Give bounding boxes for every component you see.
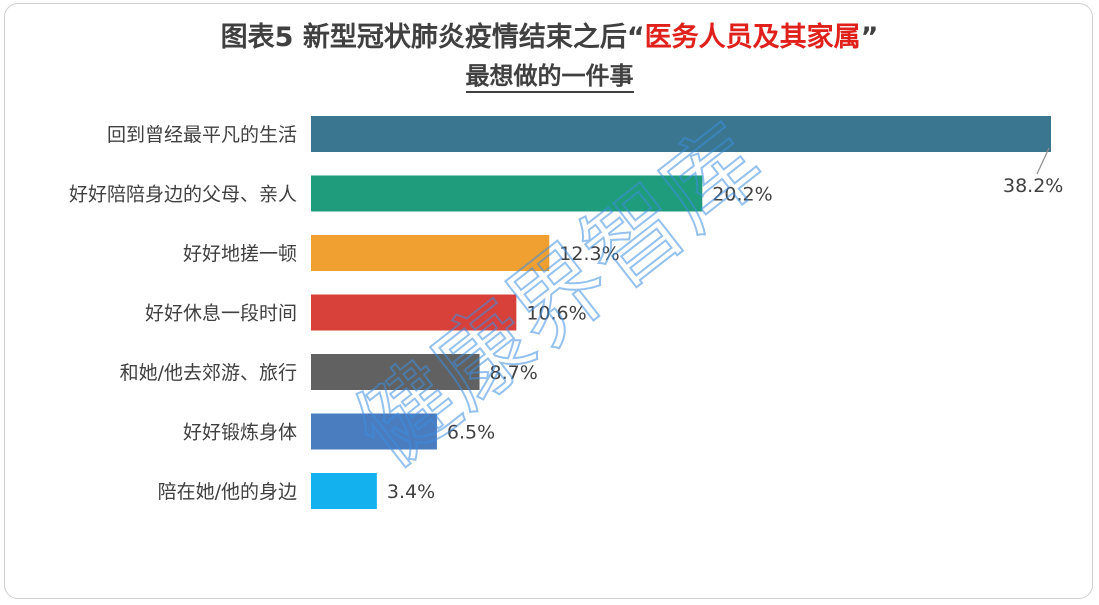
category-label-1: 好好陪陪身边的父母、亲人 — [69, 184, 297, 206]
bars-group — [311, 116, 1051, 509]
category-label-3: 好好休息一段时间 — [145, 303, 297, 325]
bar-6 — [311, 473, 377, 509]
category-labels-group: 回到曾经最平凡的生活好好陪陪身边的父母、亲人好好地搓一顿好好休息一段时间和她/他… — [69, 124, 297, 503]
bar-1 — [311, 175, 703, 212]
chart-title-suffix: ” — [860, 22, 879, 53]
chart-title-highlight: 医务人员及其家属 — [644, 22, 861, 53]
value-label-3: 10.6% — [526, 303, 586, 325]
value-label-2: 12.3% — [559, 243, 619, 265]
category-label-2: 好好地搓一顿 — [183, 243, 297, 265]
bar-3 — [311, 294, 517, 331]
category-label-4: 和她/他去郊游、旅行 — [120, 362, 297, 384]
category-label-6: 陪在她/他的身边 — [158, 481, 297, 503]
chart-frame — [4, 3, 1093, 599]
value-labels-group: 38.2% 20.2% 12.3% 10.6% 8.7% 6.5% 3.4% — [387, 175, 1063, 503]
bar-2 — [311, 235, 550, 271]
value-label-1: 20.2% — [712, 184, 772, 206]
chart-subtitle: 最想做的一件事 — [0, 60, 1099, 93]
chart-title-prefix: 图表5 新型冠状肺炎疫情结束之后“ — [220, 22, 645, 53]
bar-5 — [311, 413, 437, 450]
bar-4 — [311, 354, 480, 390]
bar-0 — [311, 116, 1051, 152]
chart-title: 图表5 新型冠状肺炎疫情结束之后“医务人员及其家属” — [0, 20, 1099, 56]
value-label-4: 8.7% — [490, 362, 538, 384]
chart-subtitle-text: 最想做的一件事 — [465, 62, 634, 93]
category-label-0: 回到曾经最平凡的生活 — [107, 124, 297, 146]
value-label-0: 38.2% — [1003, 175, 1063, 197]
value-label-6: 3.4% — [387, 481, 435, 503]
value-label-leader-line — [1036, 147, 1050, 175]
category-label-5: 好好锻炼身体 — [183, 422, 297, 444]
value-label-5: 6.5% — [447, 422, 495, 444]
